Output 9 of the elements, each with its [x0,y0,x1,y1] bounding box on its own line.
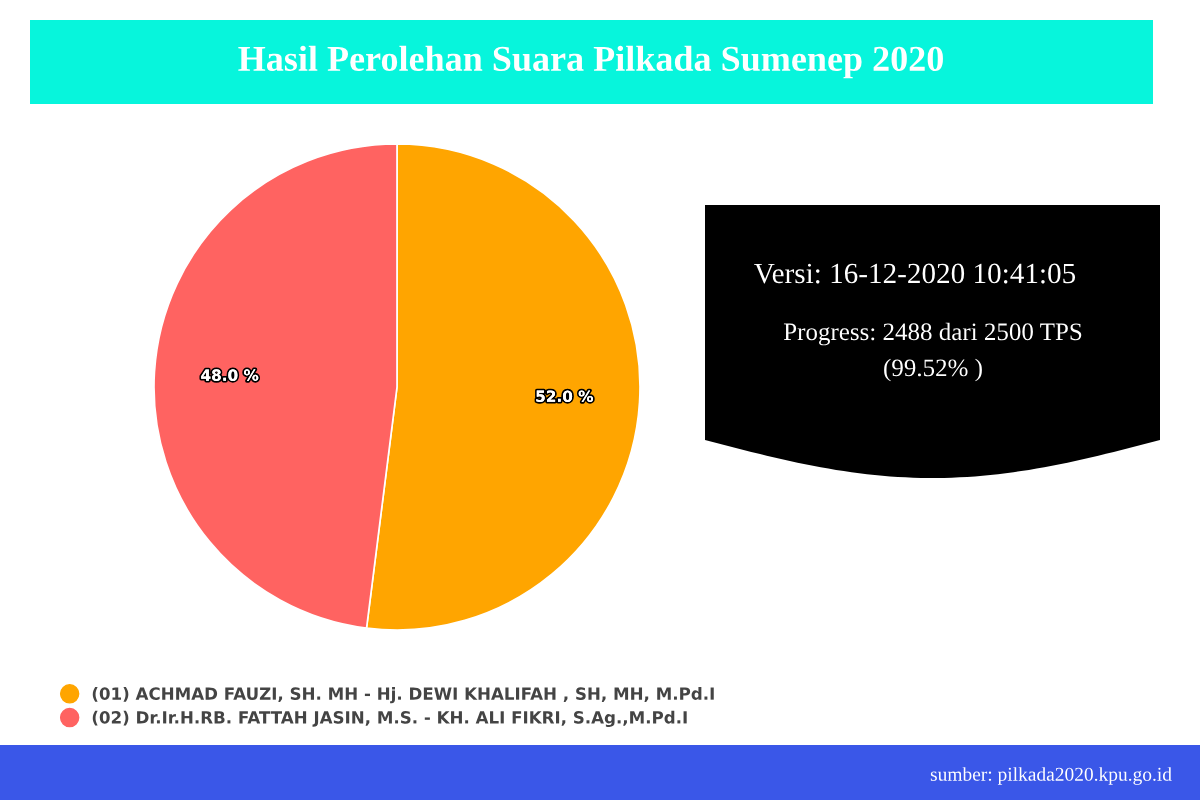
chart-title: Hasil Perolehan Suara Pilkada Sumenep 2020 [238,45,943,79]
text: (99.52% ) [884,358,982,382]
legend-label: (02) Dr.Ir.H.RB. FATTAH JASIN, M.S. - KH. ALI FIKRI, S.Ag.,M.Pd.I [92,710,687,728]
text: Progress: 2488 dari 2500 TPS [783,322,1082,346]
text: sumber: pilkada2020.kpu.go.id [930,767,1172,785]
data-label: 48.0 % [201,369,259,381]
legend-label: (01) ACHMAD FAUZI, SH. MH - Hj. DEWI KHALIFAH , SH, MH, M.Pd.I [92,687,714,704]
data-label: 52.0 % [536,390,594,402]
text: Versi: 16-12-2020 10:41:05 [754,263,1076,284]
